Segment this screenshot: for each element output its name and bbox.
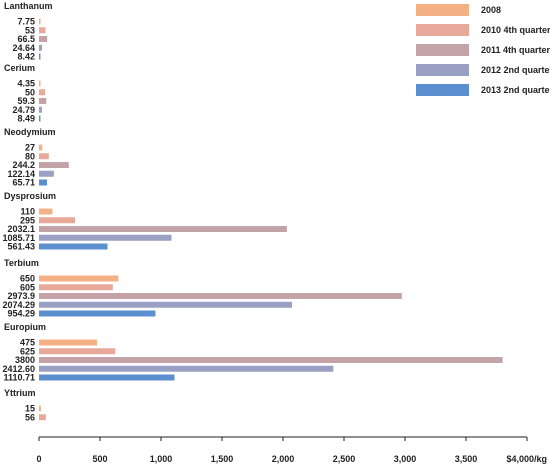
bar	[39, 18, 41, 25]
bar-value-label: 954.29	[7, 309, 35, 319]
bar	[39, 89, 46, 96]
x-tick-label: 0	[36, 454, 41, 464]
bar	[39, 27, 46, 34]
bar	[39, 284, 113, 291]
bar	[39, 293, 402, 299]
x-tick-label: 3,500	[455, 454, 478, 464]
group-label: Lanthanum	[4, 1, 53, 11]
bar	[39, 106, 43, 113]
bar-value-label: 2412.60	[2, 364, 35, 374]
bar	[39, 405, 41, 412]
bar	[39, 275, 119, 282]
bar-value-label: 15	[25, 404, 35, 414]
x-tick-label: 1,000	[150, 454, 173, 464]
bar-value-label: 8.49	[17, 114, 35, 124]
bar-value-label: 66.5	[17, 34, 35, 44]
x-unit-label: $4,000/kg	[506, 454, 547, 464]
bar-value-label: 110	[20, 207, 35, 217]
bar-value-label: 24.64	[12, 43, 35, 53]
x-tick-label: 2,000	[272, 454, 295, 464]
bar-value-label: 7.75	[17, 17, 35, 27]
bar-value-label: 53	[25, 25, 35, 35]
bar	[39, 98, 47, 104]
bar	[39, 365, 334, 372]
legend-swatch	[416, 44, 469, 56]
bar	[39, 115, 41, 122]
bar-value-label: 65.71	[12, 178, 35, 188]
bar	[39, 243, 108, 250]
bar	[39, 170, 54, 177]
x-tick-label: 500	[92, 454, 107, 464]
bar	[39, 348, 116, 355]
bar-value-label: 2973.9	[7, 291, 35, 301]
x-axis: 0 500 1,000 1,500 2,000 2,500 3,000 3,500 $4,000…	[36, 436, 547, 464]
bar	[39, 310, 156, 317]
bar	[39, 339, 97, 346]
bar	[39, 53, 41, 60]
bar-value-label: 8.42	[17, 52, 35, 62]
bar-value-label: 3800	[15, 355, 35, 365]
bar-value-label: 59.3	[17, 96, 35, 106]
bar-value-label: 625	[20, 346, 35, 356]
bar	[39, 153, 49, 160]
group-label: Terbium	[4, 258, 39, 268]
legend-swatch	[416, 64, 469, 76]
legend-label: 2010 4th quarter	[481, 25, 550, 35]
bar	[39, 80, 41, 87]
bar-value-label: 4.35	[17, 79, 35, 89]
legend-swatch	[416, 4, 469, 16]
legend-label: 2011 4th quarter	[481, 45, 550, 55]
bar-value-label: 2032.1	[7, 224, 35, 234]
group-label: Dysprosium	[4, 191, 56, 201]
bar-value-label: 27	[25, 143, 35, 153]
bar-value-label: 244.2	[12, 160, 35, 170]
bar-value-label: 24.79	[12, 105, 35, 115]
bar-value-label: 295	[20, 215, 35, 225]
bar-value-label: 50	[25, 87, 35, 97]
bar-value-label: 561.43	[7, 242, 35, 252]
bar-value-label: 475	[20, 338, 35, 348]
bar	[39, 234, 172, 241]
bar-value-label: 2074.29	[2, 300, 35, 310]
bar	[39, 179, 48, 186]
x-tick-label: 1,500	[211, 454, 234, 464]
bar-value-label: 56	[25, 412, 35, 422]
group-label: Europium	[4, 322, 46, 332]
legend-label: 2008	[481, 5, 501, 15]
bar-value-label: 1110.71	[3, 373, 35, 383]
group-label: Neodymium	[4, 127, 56, 137]
bar-value-label: 122.14	[7, 169, 35, 179]
bar	[39, 208, 53, 215]
group-label: Cerium	[4, 63, 35, 73]
legend-label: 2013 2nd quarter	[481, 85, 550, 95]
bar-value-label: 650	[20, 274, 35, 284]
bar	[39, 357, 503, 363]
bar	[39, 162, 69, 168]
legend-swatch	[416, 84, 469, 96]
bar	[39, 36, 48, 42]
bar	[39, 44, 43, 51]
x-tick-label: 3,000	[394, 454, 417, 464]
bar	[39, 301, 293, 308]
bar-value-label: 80	[25, 151, 35, 161]
x-tick-label: 2,500	[333, 454, 356, 464]
legend-label: 2012 2nd quarter	[481, 65, 550, 75]
legend-swatch	[416, 24, 469, 36]
group-label: Yttrium	[4, 388, 36, 398]
bar	[39, 374, 175, 381]
bar	[39, 226, 287, 232]
bar	[39, 217, 75, 224]
bar-value-label: 1085.71	[2, 233, 35, 243]
bar	[39, 414, 46, 421]
chart-legend: 2008 2010 4th quarter 2011 4th quarter 2012…	[416, 4, 550, 96]
bar	[39, 144, 43, 151]
bar-value-label: 605	[20, 282, 35, 292]
